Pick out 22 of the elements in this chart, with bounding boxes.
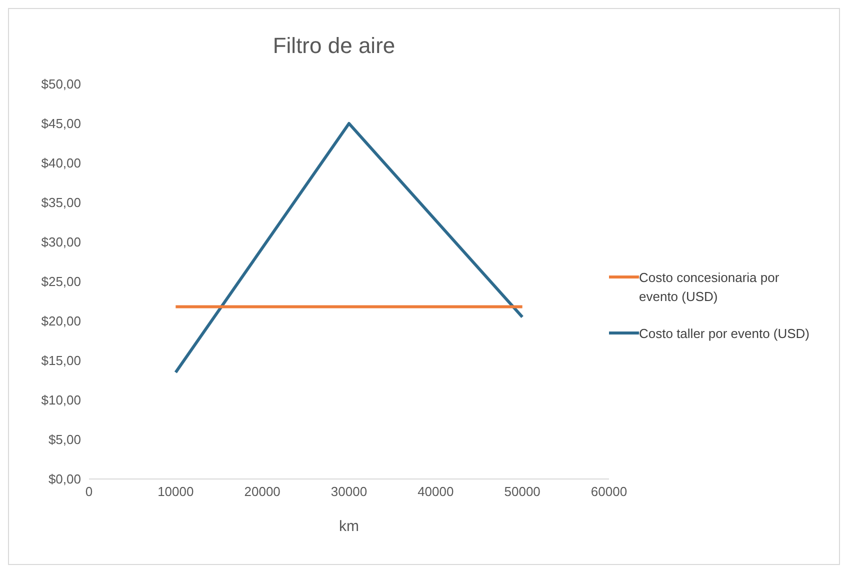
y-tick-label: $10,00	[41, 392, 81, 408]
x-tick-label: 0	[85, 484, 93, 500]
x-tick-label: 30000	[330, 484, 368, 500]
x-tick-label: 40000	[418, 484, 454, 500]
x-tick-label: 50000	[504, 484, 540, 500]
y-tick-label: $35,00	[41, 195, 81, 210]
x-tick-label: 60000	[590, 484, 628, 500]
y-tick-label: $20,00	[41, 314, 81, 329]
y-tick-label: $50,00	[41, 76, 81, 92]
y-tick-label: $25,00	[41, 274, 81, 290]
x-tick-label: 10000	[158, 484, 194, 500]
x-tick-label: 20000	[244, 484, 280, 500]
y-tick-label: $0,00	[48, 472, 81, 487]
chart-title: Filtro de aire	[272, 33, 396, 59]
y-tick-label: $30,00	[41, 234, 81, 250]
y-tick-label: $5,00	[48, 432, 81, 448]
x-axis-title: km	[339, 518, 359, 535]
y-tick-label: $40,00	[41, 156, 81, 171]
legend-label: Costo taller por evento (USD)	[639, 324, 810, 342]
legend-label: Costo concesionaria por evento (USD)	[639, 268, 780, 306]
y-tick-label: $15,00	[41, 353, 81, 368]
y-tick-label: $45,00	[41, 116, 81, 132]
